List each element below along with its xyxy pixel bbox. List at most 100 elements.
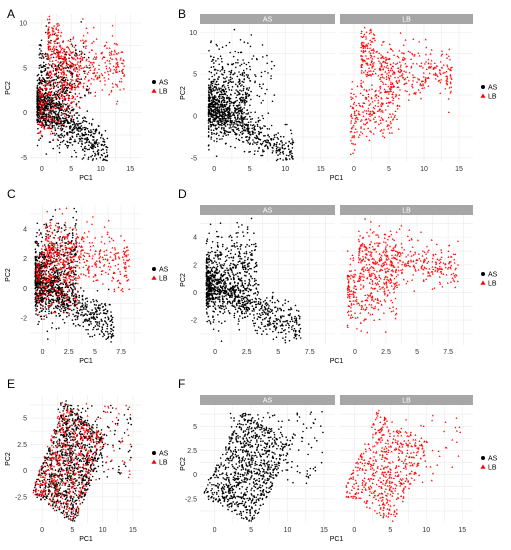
point-AS (230, 101, 232, 103)
point-AS (273, 134, 276, 136)
y-tick-label: 5 (193, 72, 197, 79)
point-AS (82, 304, 84, 306)
point-AS (217, 69, 219, 72)
point-AS (57, 119, 59, 122)
point-AS (45, 107, 47, 110)
point-AS (280, 140, 283, 142)
point-AS (232, 63, 235, 65)
point-AS (260, 87, 263, 90)
point-AS (229, 102, 231, 105)
point-LB (74, 63, 77, 66)
point-AS (57, 86, 59, 88)
point-AS (63, 121, 66, 124)
point-AS (228, 97, 231, 100)
point-LB (110, 53, 113, 56)
point-AS (263, 150, 265, 153)
point-AS (254, 142, 256, 144)
point-LB (69, 67, 72, 69)
point-AS (258, 83, 261, 86)
point-AS (53, 255, 55, 257)
point-LB (68, 48, 71, 51)
legend-key-triangle (480, 93, 486, 98)
point-AS (71, 115, 73, 117)
point-LB (66, 45, 69, 48)
point-AS (35, 250, 37, 253)
point-LB (48, 35, 51, 38)
point-LB (48, 34, 51, 37)
point-AS (101, 133, 103, 136)
point-AS (42, 300, 44, 302)
point-LB (53, 72, 56, 75)
point-LB (39, 130, 42, 133)
point-LB (93, 56, 96, 58)
point-AS (96, 328, 98, 331)
point-AS (85, 133, 88, 136)
point-AS (98, 309, 101, 311)
point-AS (83, 308, 85, 310)
point-AS (88, 91, 90, 93)
point-AS (221, 120, 224, 122)
point-AS (219, 106, 221, 109)
point-AS (87, 156, 90, 159)
point-AS (232, 114, 234, 116)
point-AS (264, 92, 267, 95)
point-AS (262, 99, 264, 102)
point-AS (87, 328, 89, 331)
point-AS (234, 131, 236, 134)
point-AS (84, 131, 87, 134)
point-AS (44, 52, 47, 55)
point-AS (217, 78, 219, 80)
point-AS (224, 114, 226, 117)
point-AS (236, 123, 238, 125)
point-AS (92, 328, 94, 331)
legend-key-triangle (151, 88, 157, 93)
point-AS (242, 113, 244, 115)
point-AS (54, 127, 56, 129)
point-AS (234, 107, 236, 110)
point-AS (82, 290, 85, 292)
point-AS (82, 325, 85, 328)
point-AS (269, 144, 272, 147)
point-LB (74, 84, 77, 87)
point-LB (57, 31, 60, 33)
point-AS (51, 125, 53, 127)
point-LB (51, 110, 54, 113)
point-LB (71, 85, 74, 88)
point-AS (102, 333, 105, 335)
point-AS (41, 115, 44, 117)
point-AS (57, 95, 60, 98)
point-AS (49, 235, 52, 237)
point-LB (47, 27, 50, 30)
point-AS (234, 123, 236, 125)
point-AS (85, 127, 87, 129)
point-AS (240, 51, 243, 54)
point-LB (47, 45, 50, 48)
point-AS (66, 251, 69, 254)
point-AS (66, 131, 69, 134)
point-AS (234, 111, 236, 113)
point-AS (221, 85, 224, 88)
point-AS (76, 112, 79, 114)
point-AS (270, 124, 273, 127)
x-tick-label: 2.5 (64, 349, 74, 356)
point-AS (228, 89, 231, 91)
point-AS (229, 117, 232, 120)
point-LB (51, 29, 54, 31)
point-AS (92, 144, 95, 146)
point-AS (100, 149, 103, 151)
point-LB (94, 67, 97, 70)
x-tick-label: 0 (41, 349, 45, 356)
point-AS (245, 74, 248, 76)
point-AS (56, 145, 59, 147)
point-AS (231, 86, 234, 88)
panel-letter-B: B (178, 7, 186, 21)
point-AS (245, 123, 248, 126)
point-AS (220, 104, 222, 106)
point-AS (49, 88, 51, 90)
point-AS (54, 111, 56, 114)
point-AS (223, 101, 226, 103)
point-AS (217, 91, 219, 94)
point-LB (67, 39, 70, 42)
point-LB (61, 96, 64, 99)
point-AS (57, 71, 60, 74)
